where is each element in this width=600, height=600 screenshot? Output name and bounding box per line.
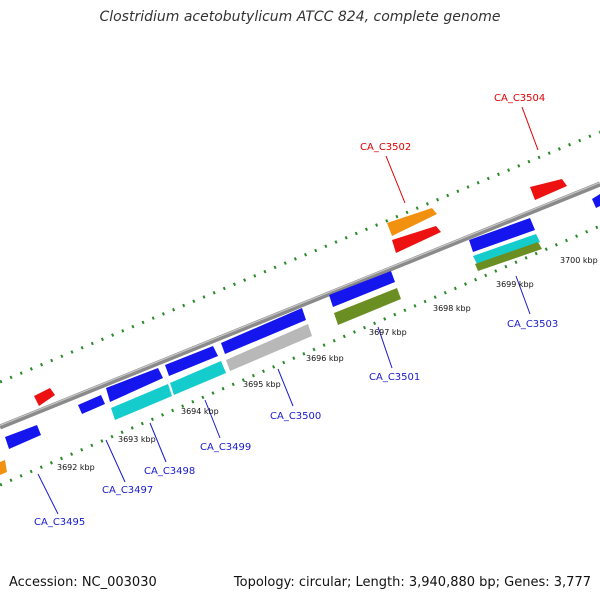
forward-strand-genes — [34, 179, 600, 406]
gene-labels: CA_C3495 CA_C3497 CA_C3498 CA_C3499 CA_C… — [34, 93, 558, 528]
gene-arrow-ca3501a[interactable] — [329, 271, 395, 307]
gene-arrow-left-edge[interactable] — [0, 460, 7, 475]
leader-ca3498 — [149, 422, 167, 463]
gene-arrow-ca3503b[interactable] — [473, 234, 540, 264]
gene-label-ca3498[interactable]: CA_C3498 — [144, 466, 195, 477]
scale-label: 3696 kbp — [306, 354, 344, 363]
gene-label-ca3501[interactable]: CA_C3501 — [369, 372, 420, 383]
reverse-strand-genes — [0, 218, 542, 475]
gene-arrow-ca3504[interactable] — [530, 179, 567, 200]
genome-backbone — [0, 181, 600, 430]
gene-arrow-forward-edge[interactable] — [592, 194, 600, 208]
gene-arrow-ca3503c[interactable] — [475, 242, 542, 271]
scale-label: 3693 kbp — [118, 435, 156, 444]
gene-arrow-ca3500a[interactable] — [221, 308, 306, 354]
gene-arrow-ca3497b[interactable] — [106, 368, 163, 402]
scale-label: 3698 kbp — [433, 304, 471, 313]
leader-lines — [37, 106, 539, 515]
gene-arrow-ca3497a[interactable] — [78, 395, 105, 414]
gene-label-ca3500[interactable]: CA_C3500 — [270, 411, 321, 422]
gene-arrow-ca3495[interactable] — [5, 425, 41, 449]
leader-ca3500 — [277, 368, 294, 407]
gene-arrow-ca3500b[interactable] — [226, 324, 312, 371]
gene-label-ca3495[interactable]: CA_C3495 — [34, 517, 85, 528]
gene-arrow-ca3499b[interactable] — [170, 361, 226, 395]
accession-label: Accession: NC_003030 — [9, 575, 157, 590]
gene-label-ca3502[interactable]: CA_C3502 — [360, 142, 411, 153]
leader-ca3495 — [37, 473, 59, 515]
gene-label-ca3497[interactable]: CA_C3497 — [102, 485, 153, 496]
scale-label: 3694 kbp — [181, 407, 219, 416]
gene-label-ca3503[interactable]: CA_C3503 — [507, 319, 558, 330]
leader-ca3502 — [385, 155, 406, 204]
gene-arrow-ca3498[interactable] — [111, 384, 172, 420]
topology-label: Topology: circular; Length: 3,940,880 bp… — [233, 575, 591, 590]
scale-label: 3692 kbp — [57, 463, 95, 472]
gene-arrow-ca3501b[interactable] — [334, 288, 401, 325]
lower-tick-track — [0, 224, 600, 487]
scale-label: 3700 kbp — [560, 256, 598, 265]
genome-backbone-highlight — [0, 181, 600, 427]
gene-label-ca3504[interactable]: CA_C3504 — [494, 93, 545, 104]
leader-ca3499 — [204, 399, 221, 439]
gene-arrow-ca3499a[interactable] — [165, 346, 218, 376]
scale-labels: 3692 kbp 3693 kbp 3694 kbp 3695 kbp 3696… — [57, 256, 598, 472]
leader-ca3501 — [377, 326, 393, 369]
leader-ca3503 — [515, 275, 531, 315]
gene-arrow-ca3503a[interactable] — [469, 218, 535, 252]
gene-arrow-ca3502[interactable] — [387, 208, 437, 236]
scale-label: 3697 kbp — [369, 328, 407, 337]
gene-label-ca3499[interactable]: CA_C3499 — [200, 442, 251, 453]
leader-ca3497 — [105, 439, 126, 483]
map-title: Clostridium acetobutylicum ATCC 824, com… — [99, 9, 501, 25]
scale-label: 3699 kbp — [496, 280, 534, 289]
leader-ca3504 — [521, 106, 539, 151]
gene-arrow-ca3502b[interactable] — [392, 226, 441, 253]
scale-label: 3695 kbp — [243, 380, 281, 389]
gene-arrow-small-red[interactable] — [34, 388, 55, 406]
